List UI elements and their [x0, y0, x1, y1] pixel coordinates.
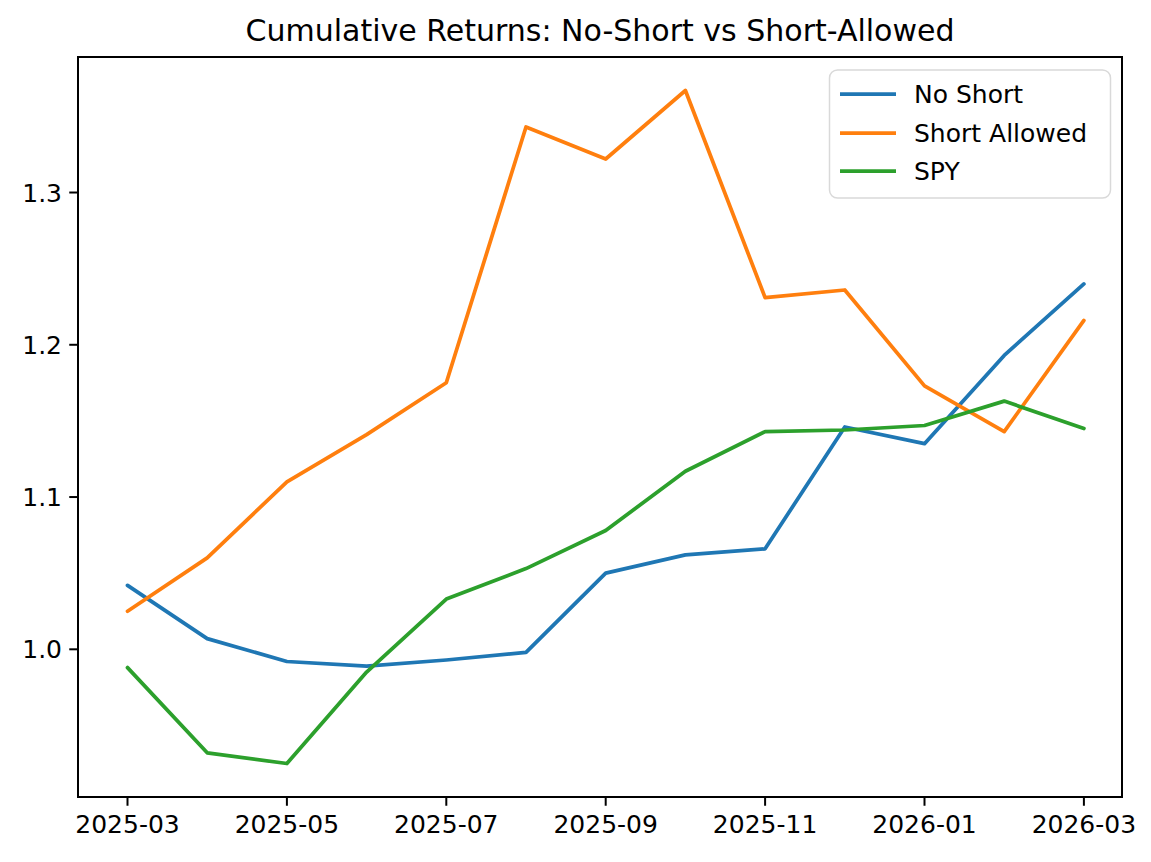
x-axis-tick-label: 2025-03 [75, 810, 179, 839]
chart-title: Cumulative Returns: No-Short vs Short-Al… [246, 13, 955, 48]
x-axis-tick-label: 2025-11 [713, 810, 817, 839]
legend-label-no-short: No Short [914, 80, 1023, 109]
y-axis-tick-label: 1.2 [22, 331, 62, 360]
legend-label-spy: SPY [914, 157, 960, 186]
plot-area: 2025-03 2025-05 2025-07 2025-09 2025-11 2026-… [22, 57, 1136, 839]
y-axis-tick-label: 1.3 [22, 179, 62, 208]
x-axis-tick-label: 2026-01 [872, 810, 976, 839]
x-axis-tick-label: 2026-03 [1032, 810, 1136, 839]
legend-label-short-allowed: Short Allowed [914, 119, 1087, 148]
y-axis-tick-label: 1.1 [22, 483, 62, 512]
x-axis-tick-label: 2025-07 [394, 810, 498, 839]
x-axis-tick-label: 2025-05 [235, 810, 339, 839]
x-axis-tick-label: 2025-09 [553, 810, 657, 839]
legend: No Short Short Allowed SPY [830, 70, 1111, 198]
chart-canvas: Cumulative Returns: No-Short vs Short-Al… [0, 0, 1151, 862]
y-axis-tick-label: 1.0 [22, 635, 62, 664]
chart-figure: Cumulative Returns: No-Short vs Short-Al… [0, 0, 1151, 862]
